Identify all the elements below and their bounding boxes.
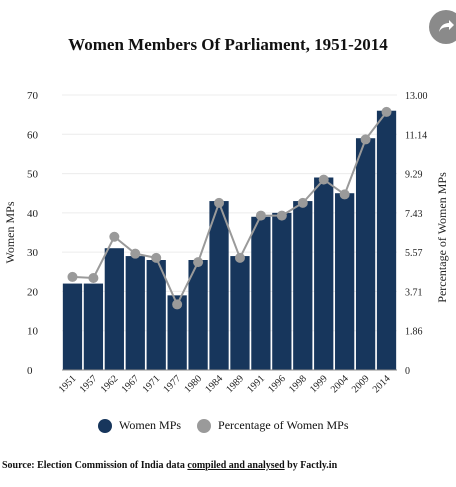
point-percentage [67, 271, 78, 282]
y-tick-label: 70 [27, 90, 39, 102]
point-percentage [130, 248, 141, 259]
source-prefix: Source: Election Commission of India dat… [2, 460, 188, 471]
bar-women-mps [209, 201, 229, 370]
share-icon [439, 20, 454, 32]
x-tick-label: 1991 [245, 373, 267, 395]
y-tick-label: 0 [27, 365, 33, 377]
point-percentage [172, 299, 183, 310]
x-tick-label: 1971 [140, 373, 162, 395]
bar-women-mps [272, 212, 292, 370]
y-tick-label: 60 [27, 129, 39, 141]
bar-women-mps [314, 177, 334, 370]
y2-tick-label: 5.57 [405, 248, 423, 259]
bar-women-mps [230, 256, 250, 370]
point-percentage [109, 231, 120, 242]
point-percentage [255, 210, 266, 221]
bar-women-mps [188, 260, 208, 370]
bar-women-mps [355, 138, 376, 370]
x-tick-label: 1999 [308, 373, 330, 395]
source-suffix: by Factly.in [284, 460, 338, 471]
point-percentage [234, 252, 245, 263]
legend-swatch-percentage [197, 418, 212, 433]
point-percentage [360, 134, 371, 145]
x-tick-label: 2014 [371, 373, 393, 395]
bar-women-mps [104, 248, 124, 370]
point-percentage [193, 257, 204, 268]
y-axis-title: Women MPs [3, 201, 17, 263]
x-tick-label: 1957 [78, 373, 100, 395]
bar-women-mps [125, 256, 145, 370]
bar-women-mps [167, 295, 187, 370]
point-percentage [88, 272, 99, 283]
y2-tick-label: 0 [405, 366, 410, 377]
point-percentage [151, 252, 162, 263]
x-tick-label: 1980 [182, 373, 204, 395]
point-percentage [381, 106, 392, 117]
chart-title: Women Members Of Parliament, 1951-2014 [68, 35, 388, 54]
y2-tick-label: 13.00 [405, 91, 428, 102]
legend-label-women-mps: Women MPs [119, 418, 182, 432]
y2-axis-title: Percentage of Women MPs [435, 172, 449, 303]
legend-item-percentage: Percentage of Women MPs [197, 418, 349, 433]
x-tick-label: 1996 [266, 373, 288, 395]
y2-tick-label: 11.14 [405, 130, 427, 141]
bar-women-mps [376, 110, 397, 370]
legend-swatch-women-mps [98, 418, 112, 433]
point-percentage [297, 197, 308, 208]
point-percentage [318, 174, 329, 185]
y-tick-label: 20 [27, 286, 39, 298]
y2-tick-label: 9.29 [405, 170, 423, 181]
x-tick-label: 1984 [203, 373, 225, 395]
source-link[interactable]: compiled and analysed [187, 460, 285, 471]
x-tick-label: 1951 [57, 373, 79, 395]
point-percentage [276, 210, 287, 221]
line-percentage [72, 111, 388, 307]
bar-women-mps [251, 216, 271, 370]
x-tick-label: 1989 [224, 373, 246, 395]
point-percentage [214, 197, 225, 208]
bar-women-mps [293, 201, 313, 370]
x-tick-label: 2004 [329, 373, 351, 395]
x-tick-label: 1962 [99, 373, 121, 395]
legend-item-women-mps: Women MPs [98, 418, 181, 433]
x-tick-label: 2009 [350, 373, 372, 395]
legend-label-percentage: Percentage of Women MPs [218, 418, 349, 432]
bar-women-mps [335, 193, 355, 370]
y2-tick-label: 1.86 [405, 327, 423, 338]
y2-tick-label: 3.71 [405, 287, 423, 298]
bar-women-mps [146, 260, 166, 370]
y-tick-label: 10 [27, 326, 39, 338]
bar-women-mps [62, 283, 83, 370]
chart-legend: Women MPs Percentage of Women MPs [98, 418, 365, 433]
share-button[interactable] [429, 10, 456, 44]
x-tick-label: 1967 [119, 373, 141, 395]
x-tick-label: 1998 [287, 373, 309, 395]
source-note: Source: Election Commission of India dat… [2, 460, 337, 471]
y-tick-label: 50 [27, 169, 39, 181]
y-tick-label: 40 [27, 208, 39, 220]
point-percentage [339, 189, 350, 200]
y-tick-label: 30 [27, 247, 39, 259]
bar-women-mps [83, 283, 104, 370]
x-tick-label: 1977 [161, 373, 183, 395]
y2-tick-label: 7.43 [405, 209, 423, 220]
